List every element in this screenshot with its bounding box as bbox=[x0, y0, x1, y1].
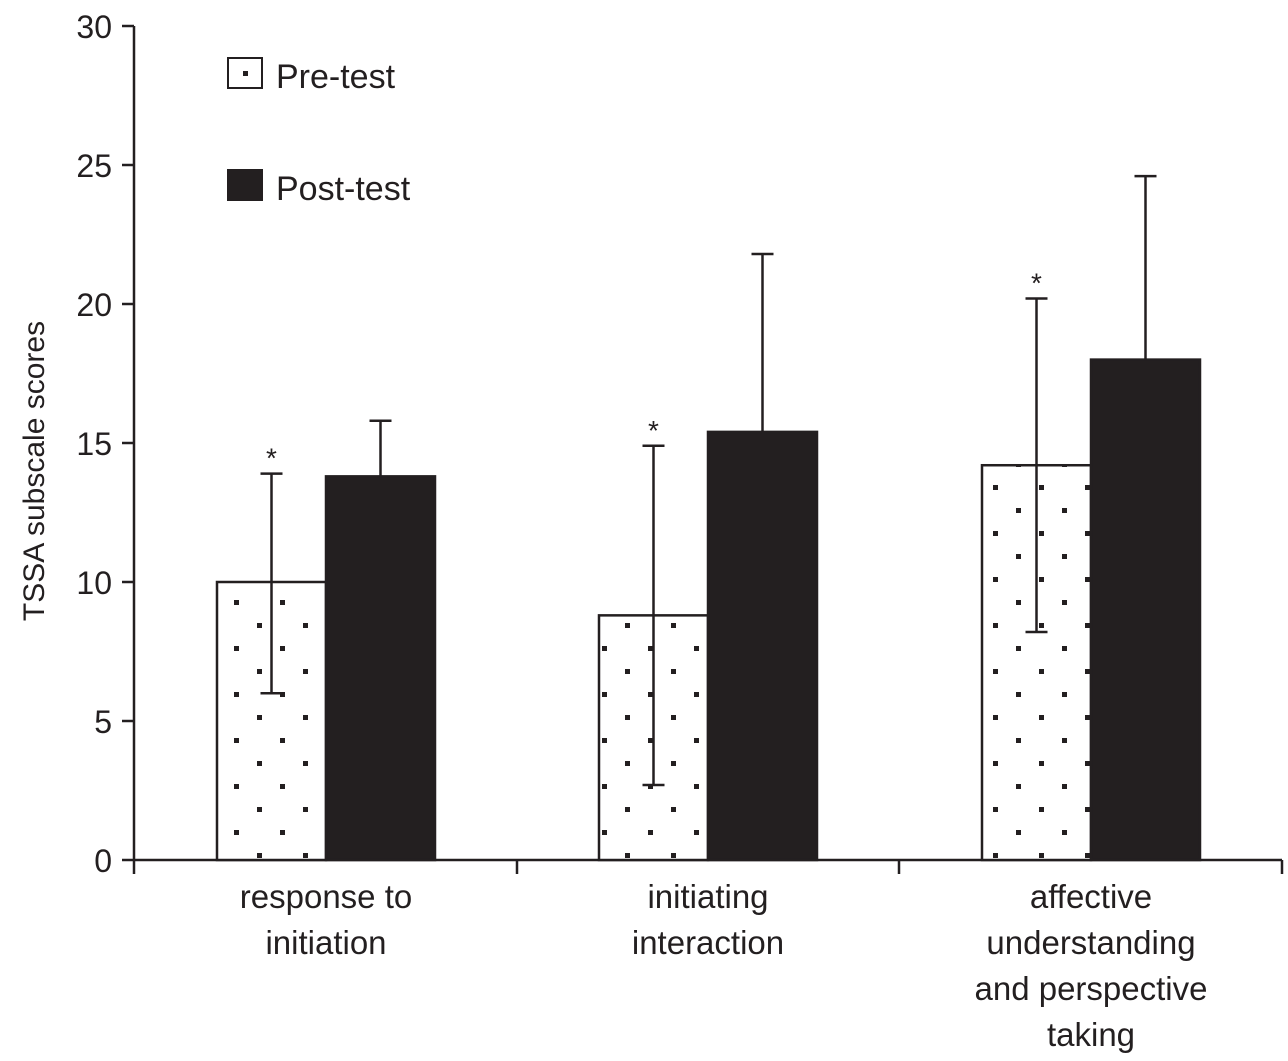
y-tick-label: 0 bbox=[94, 843, 112, 879]
bar-post-test bbox=[324, 475, 437, 862]
y-axis: 0 5 10 15 20 25 30 bbox=[76, 9, 136, 879]
significance-marker: * bbox=[1031, 267, 1042, 298]
x-category-label: initiation bbox=[265, 924, 386, 961]
legend-label: Post-test bbox=[276, 170, 411, 208]
x-category-label: taking bbox=[1047, 1016, 1135, 1053]
x-category-label: affective bbox=[1030, 878, 1152, 915]
bar-post-test bbox=[706, 430, 819, 862]
x-axis: response to initiation initiating interacti… bbox=[132, 858, 1284, 1053]
significance-marker: * bbox=[648, 415, 659, 446]
x-category-label: and perspective bbox=[975, 970, 1208, 1007]
y-tick-label: 25 bbox=[76, 148, 112, 184]
y-tick-label: 20 bbox=[76, 287, 112, 323]
legend-swatch-post-test bbox=[227, 169, 263, 201]
y-axis-title: TSSA subscale scores bbox=[18, 321, 51, 621]
x-category-label: understanding bbox=[986, 924, 1195, 961]
bar-post-test bbox=[1089, 358, 1202, 862]
x-category-label: interaction bbox=[632, 924, 784, 961]
legend-swatch-pre-test bbox=[227, 57, 263, 89]
x-category-label: response to bbox=[240, 878, 412, 915]
legend: Pre-test Post-test bbox=[227, 57, 411, 208]
legend-label: Pre-test bbox=[276, 58, 396, 96]
y-tick-label: 30 bbox=[76, 9, 112, 45]
x-category-label: initiating bbox=[647, 878, 768, 915]
significance-marker: * bbox=[266, 443, 277, 474]
y-tick-label: 10 bbox=[76, 565, 112, 601]
y-tick-label: 15 bbox=[76, 426, 112, 462]
bars bbox=[215, 358, 1202, 862]
error-bars: * * * bbox=[260, 174, 1157, 787]
y-tick-label: 5 bbox=[94, 704, 112, 740]
